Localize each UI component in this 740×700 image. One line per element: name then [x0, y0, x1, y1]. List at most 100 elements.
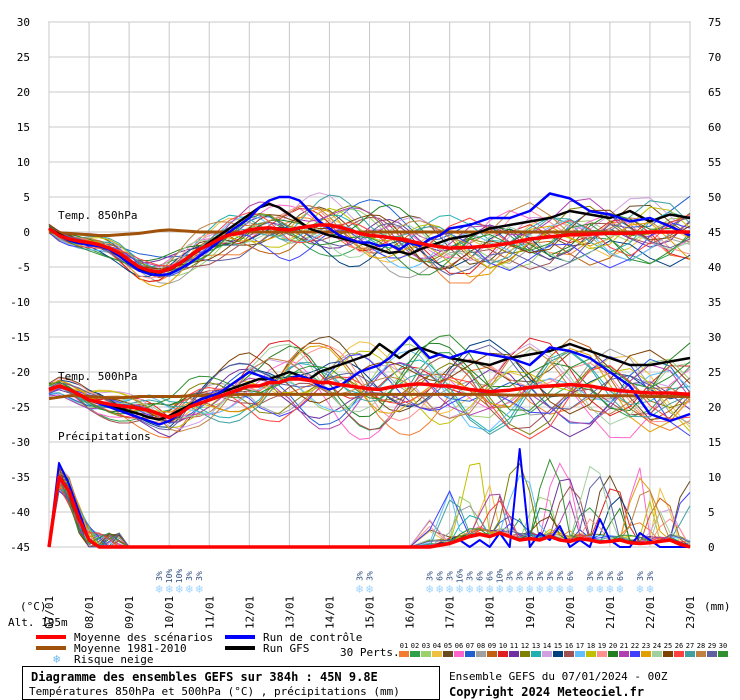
right-tick-label: 30	[708, 331, 721, 344]
pert-legend-id: 10	[499, 642, 507, 650]
panel-labels: Temp. 850hPa Temp. 500hPa Précipitations	[58, 209, 151, 443]
snow-risk-item: 3%❄	[586, 571, 595, 596]
legend-run-controle: Run de contrôle	[263, 631, 362, 644]
snow-risk-item: 3%❄	[526, 571, 535, 596]
snow-risk-pct: 6%	[486, 571, 495, 581]
snow-risk-pct: 3%	[516, 571, 525, 581]
snowflake-icon: ❄	[426, 582, 433, 596]
x-tick-label: 17/01	[444, 596, 457, 629]
pert-legend-id: 12	[521, 642, 529, 650]
snowflake-icon: ❄	[446, 582, 453, 596]
snow-risk-item: 3%❄	[646, 571, 655, 596]
label-precipitations: Précipitations	[58, 430, 151, 443]
x-tick-label: 15/01	[364, 596, 377, 629]
left-tick-label: 0	[23, 226, 30, 239]
x-tick-label: 12/01	[243, 596, 256, 629]
snowflake-icon: ❄	[606, 582, 613, 596]
left-tick-label: -15	[10, 331, 30, 344]
left-tick-label: -30	[10, 436, 30, 449]
snowflake-icon: ❄	[366, 582, 373, 596]
snow-risk-item: 3%❄	[506, 571, 515, 596]
snowflake-icon: ❄	[196, 582, 203, 596]
right-tick-label: 15	[708, 436, 721, 449]
pert-legend-swatch	[465, 651, 475, 657]
snow-risk-pct: 3%	[466, 571, 475, 581]
snow-risk-pct: 3%	[446, 571, 455, 581]
snow-risk-item: 6%❄	[616, 571, 625, 596]
left-tick-label: -25	[10, 401, 30, 414]
pert-legend-id: 16	[565, 642, 573, 650]
pert-t500-line	[48, 334, 691, 415]
pert-t500-line	[48, 345, 691, 433]
snow-risk-item: 3%❄	[546, 571, 555, 596]
pert-legend-swatch	[586, 651, 596, 657]
pert-legend-swatch	[564, 651, 574, 657]
pert-legend-swatch	[696, 651, 706, 657]
pert-legend-swatch	[498, 651, 508, 657]
pert-legend-swatch	[476, 651, 486, 657]
snow-risk-item: 3%❄	[596, 571, 605, 596]
pert-legend-id: 02	[411, 642, 419, 650]
x-tick-label: 19/01	[524, 596, 537, 629]
pert-legend-id: 27	[686, 642, 694, 650]
pert-t850-line	[48, 221, 691, 277]
chart-grid	[48, 21, 691, 548]
right-tick-label: 45	[708, 226, 721, 239]
snow-risk-pct: 3%	[556, 571, 565, 581]
snowflake-icon: ❄	[646, 582, 653, 596]
snowflake-icon: ❄	[496, 582, 503, 596]
snowflake-icon: ❄	[186, 582, 193, 596]
pert-legend-swatch	[685, 651, 695, 657]
pert-legend-swatch	[597, 651, 607, 657]
right-tick-label: 5	[708, 506, 715, 519]
pert-legend-swatch	[399, 651, 409, 657]
pert-legend-swatch	[487, 651, 497, 657]
legend-run-gfs: Run GFS	[263, 642, 309, 655]
snow-risk-item: 3%❄	[466, 571, 475, 596]
pert-legend-swatch	[443, 651, 453, 657]
right-tick-label: 20	[708, 401, 721, 414]
pert-legend-swatch	[663, 651, 673, 657]
clim-t500-line	[48, 392, 690, 401]
snowflake-icon: ❄	[636, 582, 643, 596]
pert-legend-swatch	[652, 651, 662, 657]
pert-legend-swatch	[553, 651, 563, 657]
pert-legend-swatch	[509, 651, 519, 657]
main-series	[47, 192, 691, 549]
snowflake-icon: ❄	[556, 582, 563, 596]
pert-legend-id: 25	[664, 642, 672, 650]
pert-legend-swatch	[718, 651, 728, 657]
x-tick-label: 13/01	[283, 596, 296, 629]
right-tick-label: 10	[708, 471, 721, 484]
right-tick-label: 50	[708, 191, 721, 204]
legend-moyenne-scenarios: Moyenne des scénarios	[74, 631, 213, 644]
snow-risk-item: 6%❄	[566, 571, 575, 596]
pert-legend-id: 26	[675, 642, 683, 650]
right-tick-label: 25	[708, 366, 721, 379]
left-tick-label: -10	[10, 296, 30, 309]
snow-risk-item: 3%❄	[195, 571, 204, 596]
pert-legend-id: 23	[642, 642, 650, 650]
snow-risk-item: 3%❄	[155, 571, 164, 596]
x-tick-label: 10/01	[163, 596, 176, 629]
chart-title: Diagramme des ensembles GEFS sur 384h : …	[31, 670, 378, 684]
left-axis-unit: (°C)	[20, 600, 47, 613]
legend-moyenne-clim: Moyenne 1981-2010	[74, 642, 187, 655]
pert-legend-id: 30	[719, 642, 727, 650]
label-temp-850: Temp. 850hPa	[58, 209, 137, 222]
snowflake-icon: ❄	[586, 582, 593, 596]
pert-legend-id: 28	[697, 642, 705, 650]
snow-risk-item: 3%❄	[556, 571, 565, 596]
snow-risk-item: 3%❄	[446, 571, 455, 596]
pert-legend-id: 15	[554, 642, 562, 650]
mean-t500-line	[48, 377, 691, 420]
snow-risk-pct: 10%	[175, 569, 184, 584]
right-tick-label: 60	[708, 121, 721, 134]
snowflake-icon: ❄	[156, 582, 163, 596]
snow-risk-pct: 3%	[546, 571, 555, 581]
snow-risk-item: 3%❄	[366, 571, 375, 596]
snow-risk-pct: 3%	[366, 571, 375, 581]
pert-legend-swatch	[707, 651, 717, 657]
control-t850-line	[48, 192, 691, 277]
